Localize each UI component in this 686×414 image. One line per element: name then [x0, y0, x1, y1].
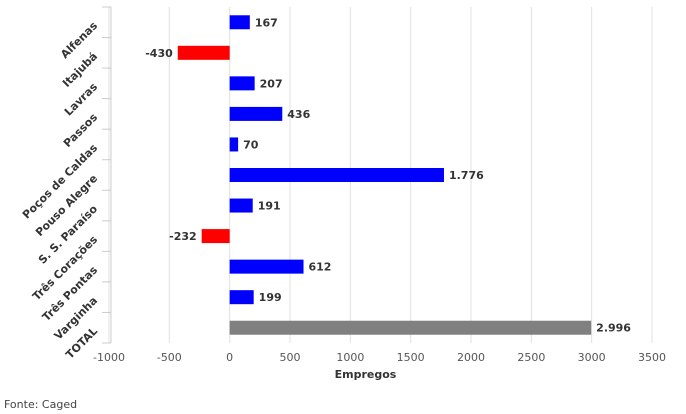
data-label: 199: [259, 291, 282, 304]
x-tick-label: 500: [280, 351, 301, 364]
bar-itajub-: [177, 45, 230, 60]
data-label: 70: [243, 138, 259, 151]
bar-total: [229, 320, 592, 335]
bar-po-os-de-caldas: [229, 137, 239, 152]
data-label: 207: [260, 77, 283, 90]
data-label: -430: [145, 47, 173, 60]
x-tick-label: 1000: [336, 351, 364, 364]
x-tick-label: 2000: [457, 351, 485, 364]
data-label: 436: [287, 108, 310, 121]
data-label: -232: [169, 230, 197, 243]
bar-tr-s-pontas: [229, 259, 304, 274]
x-axis-title: Empregos: [335, 368, 397, 381]
bar-lavras: [229, 76, 255, 91]
x-tick-label: 1500: [397, 351, 425, 364]
x-tick-label: 0: [226, 351, 233, 364]
x-tick-label: 3000: [578, 351, 606, 364]
data-label: 1.776: [449, 169, 484, 182]
bar-tr-s-cora-es: [201, 229, 230, 244]
source-note: Fonte: Caged: [4, 398, 78, 411]
x-tick-label: -1000: [93, 351, 125, 364]
bar-alfenas: [229, 15, 250, 30]
x-tick-label: 2500: [517, 351, 545, 364]
data-label: 167: [255, 16, 278, 29]
data-label: 191: [258, 200, 281, 213]
y-tick-label: Passos: [61, 111, 100, 150]
bar-varginha: [229, 290, 254, 305]
data-label: 2.996: [596, 322, 631, 335]
x-tick-label: 3500: [638, 351, 666, 364]
bar-s-s-para-so: [229, 198, 253, 213]
bar-pouso-alegre: [229, 168, 444, 182]
data-label: 612: [309, 261, 332, 274]
x-tick-label: -500: [157, 351, 182, 364]
bar-passos: [229, 106, 283, 121]
